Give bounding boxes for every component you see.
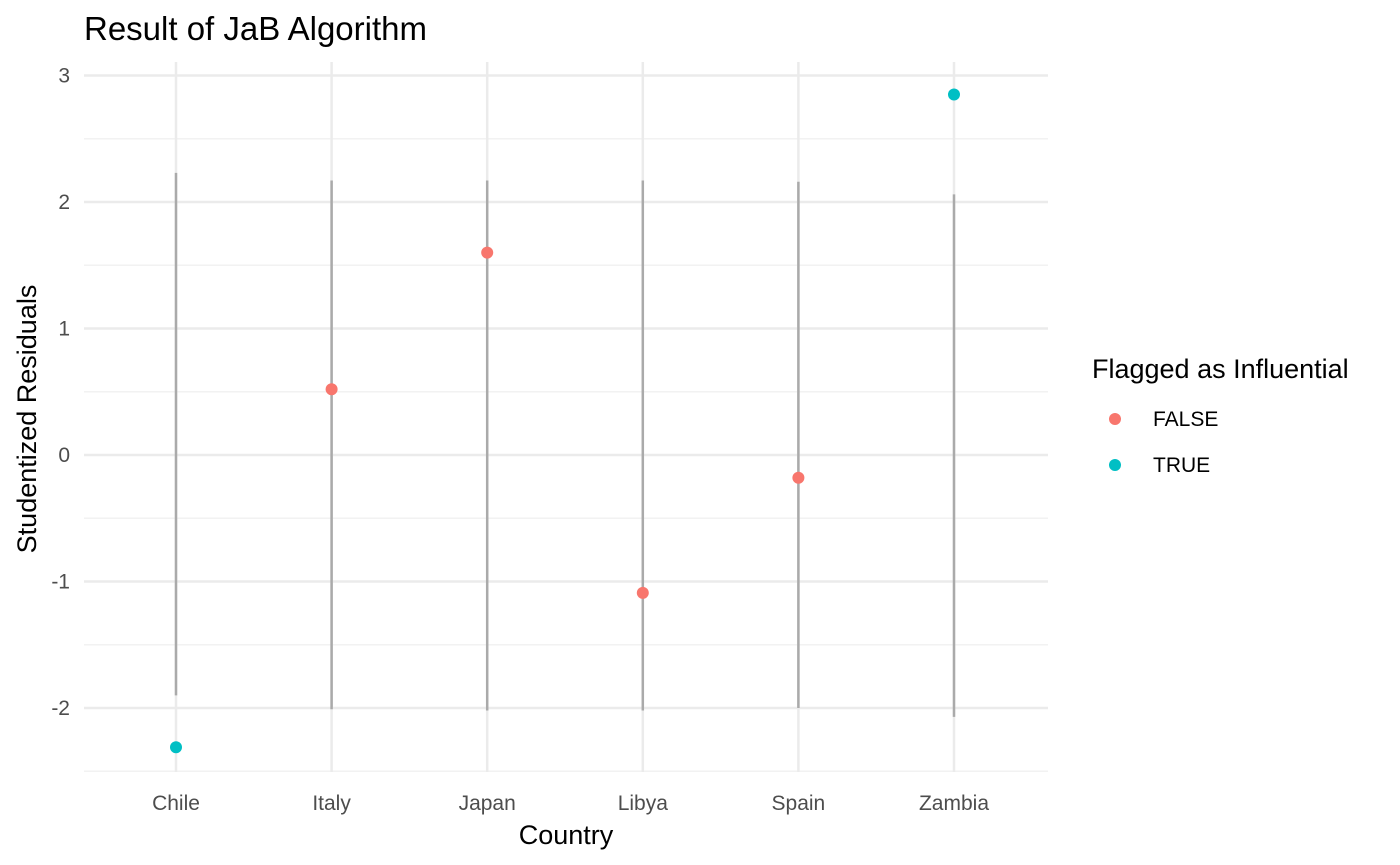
legend-title: Flagged as Influential <box>1092 354 1349 384</box>
y-tick-label: 3 <box>58 65 70 88</box>
y-tick-label: -1 <box>51 571 70 594</box>
legend-key <box>1109 459 1121 471</box>
x-tick-label: Japan <box>459 792 516 815</box>
data-point <box>481 246 494 259</box>
y-tick-label: 2 <box>58 191 70 214</box>
data-points <box>170 88 960 754</box>
legend-label: FALSE <box>1153 408 1218 431</box>
x-tick-label: Chile <box>152 792 200 815</box>
y-tick-label: 1 <box>58 318 70 341</box>
data-point <box>636 586 649 599</box>
y-tick-label: -2 <box>51 697 70 720</box>
data-point <box>170 741 182 754</box>
x-tick-label: Italy <box>312 792 351 815</box>
data-point <box>948 88 960 101</box>
data-point <box>792 471 805 484</box>
interval-lines <box>174 172 956 717</box>
legend: Flagged as Influential FALSE TRUE <box>1092 354 1349 477</box>
data-point <box>325 383 338 396</box>
x-axis: Chile Italy Japan Libya Spain Zambia <box>152 792 989 815</box>
y-tick-label: 0 <box>58 444 70 467</box>
y-axis-title: Studentized Residuals <box>12 285 42 554</box>
chart-title: Result of JaB Algorithm <box>84 10 427 47</box>
grid <box>84 62 1048 772</box>
x-tick-label: Zambia <box>919 792 989 815</box>
x-tick-label: Spain <box>772 792 826 815</box>
legend-label: TRUE <box>1153 454 1210 477</box>
y-axis: -2 -1 0 1 2 3 <box>51 65 70 721</box>
x-axis-title: Country <box>519 820 614 850</box>
legend-key <box>1109 413 1121 425</box>
x-tick-label: Libya <box>618 792 669 815</box>
